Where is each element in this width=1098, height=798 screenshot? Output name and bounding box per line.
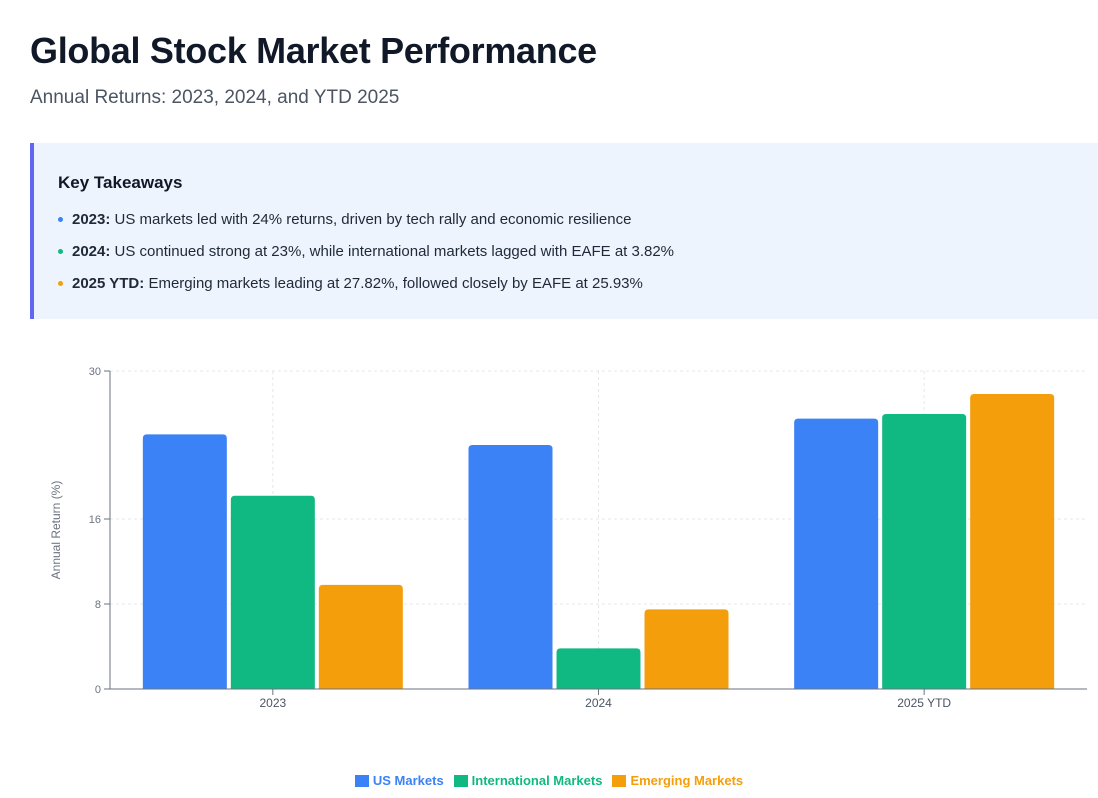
- legend-swatch: [612, 774, 627, 787]
- key-takeaways-panel: Key Takeaways 2023: US markets led with …: [30, 143, 1098, 319]
- legend-label: International Markets: [471, 773, 603, 788]
- bar-chart: 0 8 16 30 2023 2024 2025 YTD Annual Return (%): [49, 366, 1087, 710]
- takeaway-text: US markets led with 24% returns, driven …: [114, 211, 632, 228]
- bar: [794, 418, 879, 689]
- takeaway-label: 2025 YTD:: [72, 275, 145, 292]
- y-tick-label: 16: [89, 514, 101, 526]
- legend-item-international[interactable]: International Markets: [453, 773, 603, 788]
- y-tick-label: 30: [89, 366, 101, 378]
- y-tick-label: 0: [95, 684, 101, 696]
- legend-item-us[interactable]: US Markets: [354, 773, 444, 788]
- legend-label: US Markets: [372, 773, 444, 788]
- chart-legend: US Markets International Markets Emergin…: [0, 773, 1098, 788]
- takeaway-item: 2025 YTD: Emerging markets leading at 27…: [58, 273, 674, 305]
- bar: [970, 394, 1055, 689]
- bar: [556, 648, 641, 689]
- y-axis-label: Annual Return (%): [49, 481, 63, 580]
- takeaways-heading: Key Takeaways: [58, 173, 183, 192]
- legend-item-emerging[interactable]: Emerging Markets: [612, 773, 743, 788]
- takeaway-item: 2024: US continued strong at 23%, while …: [58, 241, 674, 273]
- legend-swatch: [453, 774, 468, 787]
- takeaway-label: 2023:: [72, 211, 111, 228]
- page-title: Global Stock Market Performance: [30, 30, 597, 71]
- bar: [318, 584, 403, 689]
- takeaway-text: Emerging markets leading at 27.82%, foll…: [148, 275, 643, 292]
- legend-label: Emerging Markets: [630, 773, 744, 788]
- y-tick-label: 8: [95, 599, 101, 611]
- bar: [230, 495, 315, 689]
- legend-swatch: [354, 774, 369, 787]
- bar: [882, 414, 967, 689]
- bar: [468, 445, 553, 689]
- x-tick-label: 2024: [585, 696, 612, 710]
- x-tick-label: 2025 YTD: [897, 696, 951, 710]
- takeaway-label: 2024:: [72, 243, 111, 260]
- bar: [142, 434, 227, 689]
- bar: [644, 609, 729, 689]
- bullet-icon: [58, 217, 63, 222]
- takeaways-list: 2023: US markets led with 24% returns, d…: [58, 209, 674, 305]
- takeaway-item: 2023: US markets led with 24% returns, d…: [58, 209, 674, 241]
- bullet-icon: [58, 281, 63, 286]
- bullet-icon: [58, 249, 63, 254]
- x-tick-label: 2023: [259, 696, 286, 710]
- takeaway-text: US continued strong at 23%, while intern…: [114, 243, 675, 260]
- page-subtitle: Annual Returns: 2023, 2024, and YTD 2025: [30, 87, 400, 108]
